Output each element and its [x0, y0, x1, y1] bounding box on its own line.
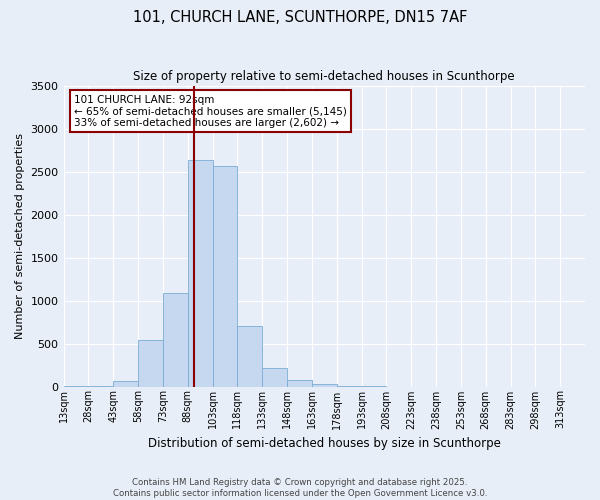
Bar [163, 293, 188, 386]
Bar [138, 340, 163, 386]
Y-axis label: Number of semi-detached properties: Number of semi-detached properties [15, 133, 25, 339]
X-axis label: Distribution of semi-detached houses by size in Scunthorpe: Distribution of semi-detached houses by … [148, 437, 501, 450]
Bar [212, 166, 238, 386]
Bar [287, 380, 312, 386]
Bar [312, 384, 337, 386]
Bar [113, 382, 138, 386]
Bar [188, 160, 212, 386]
Text: Contains HM Land Registry data © Crown copyright and database right 2025.
Contai: Contains HM Land Registry data © Crown c… [113, 478, 487, 498]
Title: Size of property relative to semi-detached houses in Scunthorpe: Size of property relative to semi-detach… [133, 70, 515, 83]
Text: 101 CHURCH LANE: 92sqm
← 65% of semi-detached houses are smaller (5,145)
33% of : 101 CHURCH LANE: 92sqm ← 65% of semi-det… [74, 94, 347, 128]
Bar [262, 368, 287, 386]
Bar [238, 326, 262, 386]
Text: 101, CHURCH LANE, SCUNTHORPE, DN15 7AF: 101, CHURCH LANE, SCUNTHORPE, DN15 7AF [133, 10, 467, 25]
